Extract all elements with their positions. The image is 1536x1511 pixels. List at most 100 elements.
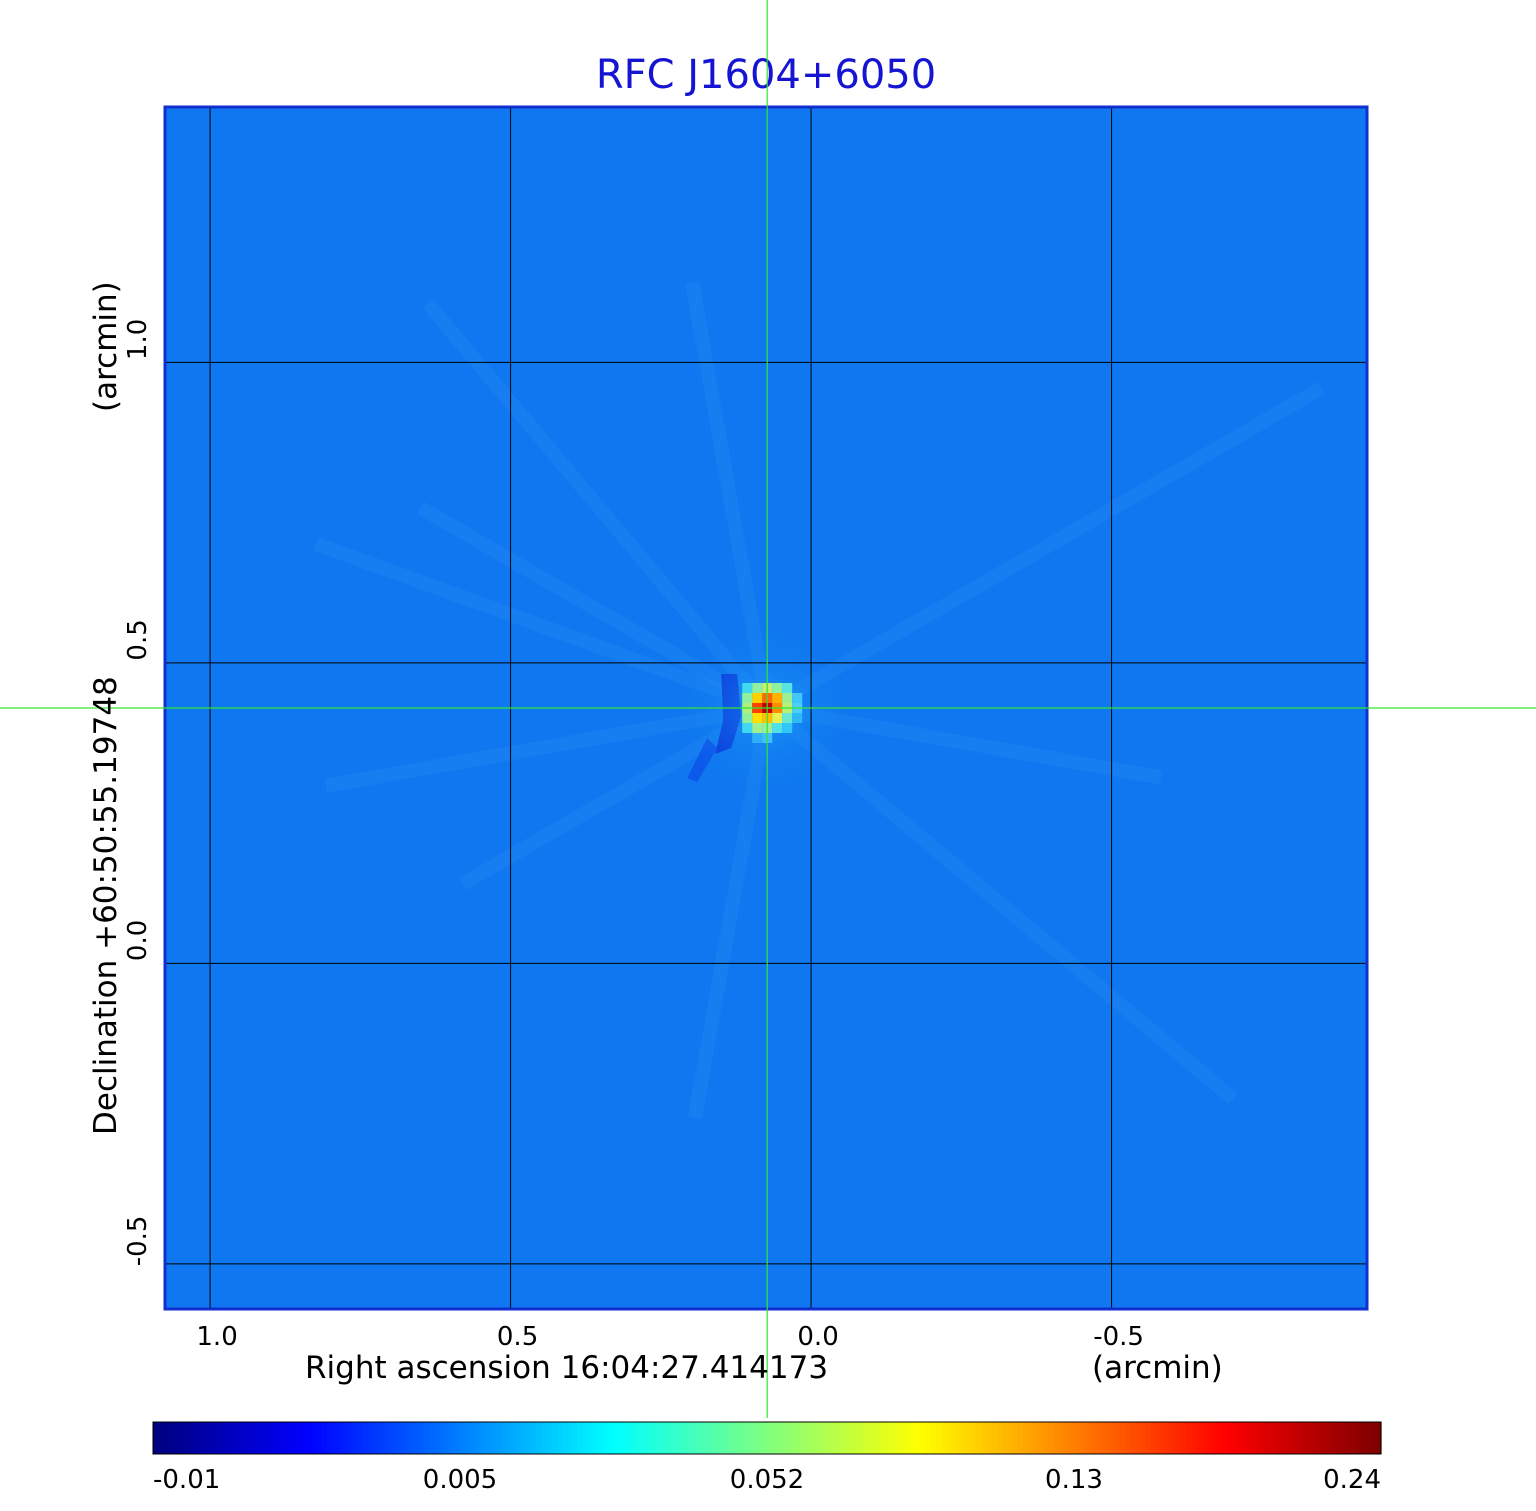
colorbar-segment	[260, 1422, 267, 1454]
colorbar-segment	[1258, 1422, 1264, 1454]
colorbar-segment	[828, 1422, 835, 1454]
colorbar-segment	[214, 1422, 221, 1454]
colorbar-segment	[956, 1422, 963, 1454]
x-tick-label: 0.5	[497, 1322, 538, 1352]
colorbar-segment	[546, 1422, 553, 1454]
sidelobe-streak	[763, 381, 1325, 715]
colorbar-segment	[848, 1422, 855, 1454]
y-tick-labels: -0.5 0.0 0.5 1.0	[123, 319, 153, 1267]
colorbar-segment	[639, 1422, 645, 1454]
colorbar-segment	[1253, 1422, 1259, 1454]
x-tick-label: 1.0	[196, 1322, 237, 1352]
colorbar-segment	[1365, 1422, 1372, 1454]
colorbar-segment	[1299, 1422, 1305, 1454]
colorbar-segment	[1155, 1422, 1162, 1454]
colorbar-segment	[623, 1422, 630, 1454]
colorbar-segment	[1166, 1422, 1172, 1454]
colorbar-segment	[265, 1422, 272, 1454]
colorbar-segment	[1232, 1422, 1239, 1454]
colorbar-segment	[1273, 1422, 1280, 1454]
source-pixel	[772, 683, 783, 693]
colorbar-segment	[291, 1422, 297, 1454]
colorbar-segment	[940, 1422, 947, 1454]
colorbar-segment	[915, 1422, 922, 1454]
colorbar-segment	[674, 1422, 681, 1454]
colorbar-segment	[1186, 1422, 1193, 1454]
colorbar-segment	[869, 1422, 876, 1454]
colorbar-segment	[900, 1422, 906, 1454]
source-pixel	[752, 683, 763, 693]
colorbar-segment	[393, 1422, 400, 1454]
colorbar-segment	[383, 1422, 389, 1454]
colorbar-segment	[234, 1422, 241, 1454]
source-pixel	[742, 723, 753, 733]
colorbar-segment	[1319, 1422, 1326, 1454]
colorbar-segment	[531, 1422, 538, 1454]
colorbar-segment	[987, 1422, 993, 1454]
colorbar-segment	[255, 1422, 262, 1454]
colorbar-segment	[286, 1422, 292, 1454]
colorbar-segment	[511, 1422, 517, 1454]
colorbar-segment	[1212, 1422, 1218, 1454]
colorbar-segment	[153, 1422, 159, 1454]
colorbar-segment	[1207, 1422, 1213, 1454]
colorbar-segment	[1007, 1422, 1014, 1454]
colorbar-segment	[362, 1422, 369, 1454]
source-pixel	[742, 693, 753, 703]
colorbar-segment	[454, 1422, 461, 1454]
y-tick-label: 0.0	[123, 920, 153, 961]
colorbar-segment	[889, 1422, 896, 1454]
colorbar-segment	[495, 1422, 502, 1454]
colorbar-segment	[715, 1422, 722, 1454]
colorbar-segment	[1334, 1422, 1341, 1454]
colorbar-segment	[772, 1422, 778, 1454]
colorbar-segment	[859, 1422, 865, 1454]
source-pixel	[742, 683, 753, 693]
colorbar-segment	[1043, 1422, 1050, 1454]
colorbar-segment	[439, 1422, 446, 1454]
colorbar-segment	[879, 1422, 886, 1454]
colorbar-tick-label: -0.01	[153, 1465, 220, 1495]
colorbar-segment	[357, 1422, 364, 1454]
colorbar-segment	[552, 1422, 558, 1454]
colorbar-segment	[961, 1422, 968, 1454]
source-pixel	[772, 693, 783, 703]
colorbar-segment	[664, 1422, 671, 1454]
colorbar-segment	[971, 1422, 978, 1454]
source-pixel	[772, 723, 783, 733]
colorbar-segment	[1135, 1422, 1142, 1454]
colorbar-segment	[1314, 1422, 1321, 1454]
colorbar-segment	[178, 1422, 185, 1454]
colorbar-tick-label: 0.005	[423, 1465, 497, 1495]
colorbar-segment	[490, 1422, 497, 1454]
colorbar-segment	[981, 1422, 988, 1454]
colorbar-segment	[992, 1422, 998, 1454]
colorbar-segment	[485, 1422, 492, 1454]
colorbar-segment	[475, 1422, 482, 1454]
colorbar-segment	[920, 1422, 927, 1454]
y-tick-label: 1.0	[123, 319, 153, 360]
colorbar-segment	[1268, 1422, 1275, 1454]
colorbar-segment	[782, 1422, 789, 1454]
source-pixel	[782, 723, 793, 733]
colorbar-segment	[792, 1422, 799, 1454]
colorbar-segment	[342, 1422, 349, 1454]
colorbar-segment	[618, 1422, 625, 1454]
sidelobe-streak	[762, 702, 1238, 1105]
colorbar-segment	[1053, 1422, 1060, 1454]
colorbar-segment	[1130, 1422, 1136, 1454]
colorbar-segment	[818, 1422, 824, 1454]
colorbar-segment	[306, 1422, 313, 1454]
colorbar-segment	[434, 1422, 441, 1454]
colorbar-segment	[1033, 1422, 1039, 1454]
colorbar-segment	[659, 1422, 666, 1454]
colorbar-segment	[1294, 1422, 1300, 1454]
colorbar-segment	[500, 1422, 507, 1454]
colorbar-segment	[199, 1422, 205, 1454]
colorbar-segment	[700, 1422, 707, 1454]
colorbar-segment	[1150, 1422, 1157, 1454]
colorbar-segment	[541, 1422, 548, 1454]
y-axis-label: Declination +60:50:55.19748	[88, 676, 124, 1135]
colorbar-segment	[1222, 1422, 1229, 1454]
crosshair	[0, 0, 1536, 1418]
